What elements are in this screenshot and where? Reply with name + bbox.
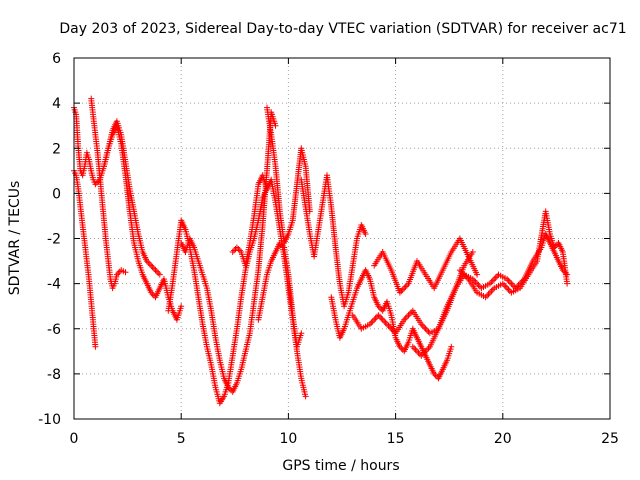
y-tick-label: -6 <box>47 322 61 338</box>
data-point <box>411 345 418 352</box>
data-point <box>148 262 155 269</box>
data-point <box>381 318 388 325</box>
data-point <box>376 313 383 320</box>
series-track-3 <box>88 95 129 292</box>
grid <box>74 58 610 419</box>
x-tick-label: 5 <box>177 431 186 447</box>
data-point <box>409 343 416 350</box>
data-point <box>298 330 305 337</box>
y-tick-label: -4 <box>47 277 61 293</box>
data-point <box>515 282 522 289</box>
series-track-11 <box>328 267 455 382</box>
data-point <box>229 249 236 255</box>
data-point <box>302 393 309 400</box>
y-tick-label: 6 <box>52 51 61 67</box>
data-point <box>399 286 406 293</box>
data-point <box>385 322 392 329</box>
data-point <box>405 312 412 319</box>
data-point <box>378 315 385 322</box>
x-tick-label: 15 <box>387 431 405 447</box>
data-point <box>564 280 571 287</box>
data-point <box>402 283 409 290</box>
data-point <box>369 318 376 325</box>
y-axis-label: SDTVAR / TECUs <box>7 181 23 296</box>
series-track-8 <box>264 104 313 246</box>
data-point <box>488 279 495 286</box>
data-point <box>155 270 162 277</box>
data-point <box>506 279 513 286</box>
series-track-6 <box>178 109 279 395</box>
data-point <box>92 343 99 350</box>
data-point <box>404 313 410 320</box>
x-tick-label: 25 <box>601 431 619 447</box>
chart-title: Day 203 of 2023, Sidereal Day-to-day VTE… <box>59 21 626 37</box>
series-track-15 <box>456 208 571 301</box>
series-track-10 <box>298 172 369 310</box>
axis-ticks <box>73 57 611 420</box>
x-axis-label: GPS time / hours <box>282 458 399 474</box>
data-point <box>233 244 240 251</box>
y-tick-label: 4 <box>52 96 61 112</box>
series-track-13 <box>371 235 481 296</box>
series-track-12 <box>349 249 476 337</box>
data-point <box>152 267 159 274</box>
data-point <box>384 321 390 328</box>
data-point <box>153 268 160 275</box>
data-point <box>156 271 163 278</box>
data-point <box>272 122 279 129</box>
data-point <box>421 324 428 331</box>
series-track-4 <box>101 118 163 278</box>
data-point <box>491 276 498 283</box>
data-point <box>379 316 386 323</box>
data-point <box>501 282 508 289</box>
data-point <box>382 319 389 326</box>
data-point <box>235 246 242 252</box>
data-point <box>386 324 393 331</box>
data-point <box>231 247 238 254</box>
data-point <box>371 316 378 323</box>
data-point <box>149 264 156 271</box>
y-tick-label: -10 <box>38 412 61 428</box>
data-point <box>448 343 455 350</box>
x-tick-label: 10 <box>279 431 297 447</box>
data-point <box>414 348 420 355</box>
data-point <box>406 310 413 317</box>
x-tick-label: 0 <box>70 431 79 447</box>
data-point <box>412 346 419 353</box>
y-tick-label: 2 <box>52 141 61 157</box>
data-point <box>469 249 476 255</box>
data-point <box>484 292 491 299</box>
x-tick-labels: 0 5 10 15 20 25 <box>70 431 619 447</box>
data-point <box>474 271 481 278</box>
data-point <box>375 312 382 319</box>
y-tick-label: -8 <box>47 367 61 383</box>
data-point <box>146 261 153 268</box>
data-point <box>151 265 157 272</box>
data-point <box>422 325 429 332</box>
data-point <box>372 315 379 322</box>
y-tick-label: -2 <box>47 232 61 248</box>
series-track-9 <box>255 240 305 350</box>
data-point <box>419 322 426 329</box>
data-point <box>122 269 129 276</box>
y-tick-labels: -10 -8 -6 -4 -2 0 2 4 6 <box>38 51 61 428</box>
data-point <box>178 303 185 310</box>
data-point <box>509 282 516 289</box>
data-point <box>504 285 511 292</box>
data-point <box>489 277 496 284</box>
data-point <box>474 280 481 287</box>
series-track-2 <box>71 167 99 350</box>
data-point <box>368 319 375 326</box>
data-point <box>508 280 515 287</box>
data-point <box>362 231 369 237</box>
y-tick-label: 0 <box>52 186 61 202</box>
data-points <box>71 95 571 407</box>
x-tick-label: 20 <box>494 431 512 447</box>
